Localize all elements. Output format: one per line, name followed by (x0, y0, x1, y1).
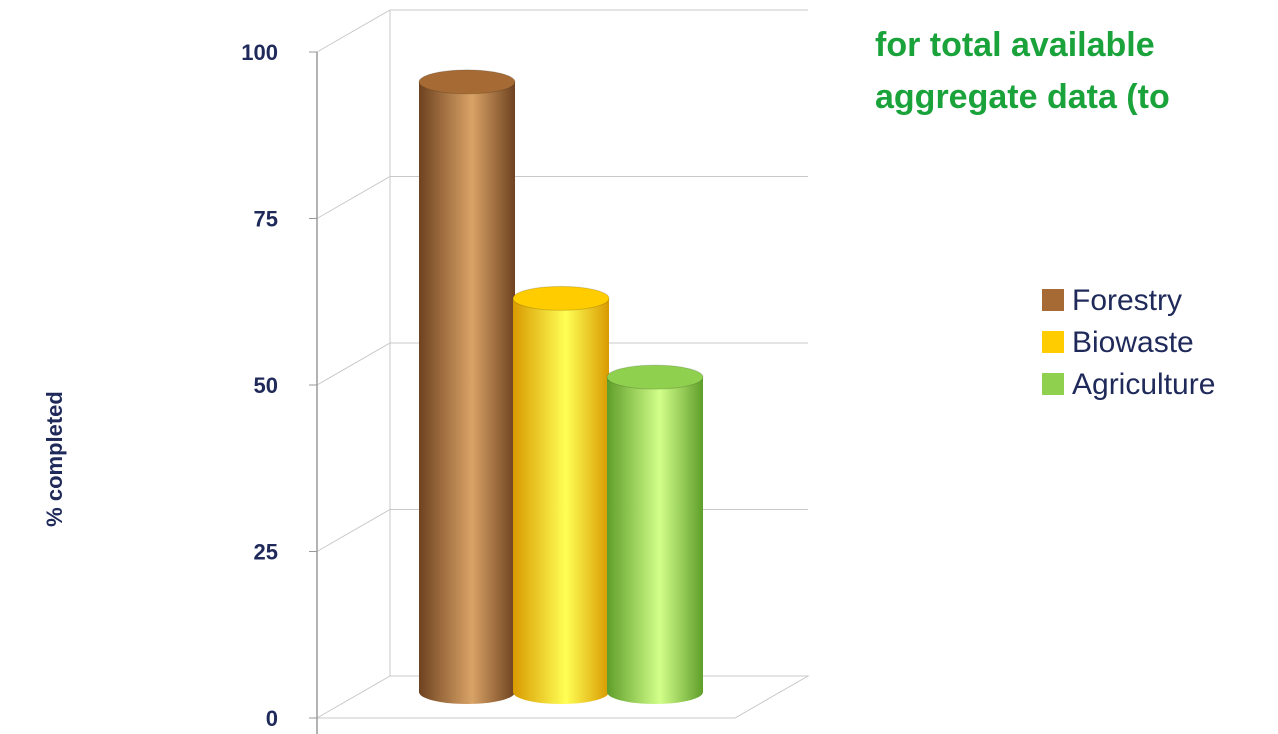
legend: Forestry Biowaste Agriculture (1042, 284, 1215, 401)
legend-label: Forestry (1072, 284, 1182, 317)
chart-title-line-2: aggregate data (to (875, 78, 1170, 116)
bar-top (418, 69, 516, 95)
legend-item-forestry: Forestry (1042, 284, 1182, 317)
legend-swatch (1042, 331, 1064, 353)
bar-body (419, 81, 515, 704)
legend-swatch (1042, 373, 1064, 395)
bar-forestry (418, 69, 516, 704)
bar-body (607, 377, 703, 704)
bars (418, 69, 704, 704)
bar-body (513, 298, 609, 704)
y-tick-label: 0 (266, 706, 278, 731)
bar-biowaste (512, 285, 610, 704)
legend-label: Agriculture (1072, 368, 1215, 401)
gridline (316, 9, 808, 53)
y-tick-label: 75 (254, 207, 278, 232)
legend-item-biowaste: Biowaste (1042, 326, 1194, 359)
legend-item-agriculture: Agriculture (1042, 368, 1215, 401)
legend-label: Biowaste (1072, 326, 1194, 359)
chart-title-line-1: for total available (875, 26, 1155, 64)
bar-top (606, 364, 704, 390)
gridline (316, 176, 808, 219)
y-tick-label: 50 (254, 373, 278, 398)
bar-agriculture (606, 364, 704, 704)
gridline (316, 342, 808, 386)
legend-swatch (1042, 289, 1064, 311)
y-tick-label: 25 (254, 540, 278, 565)
y-tick-labels: 0 25 50 75 100 (241, 40, 278, 731)
bar-top (512, 285, 610, 311)
axes (309, 51, 318, 734)
y-axis-title: % completed (42, 391, 67, 527)
y-tick-label: 100 (241, 40, 278, 65)
